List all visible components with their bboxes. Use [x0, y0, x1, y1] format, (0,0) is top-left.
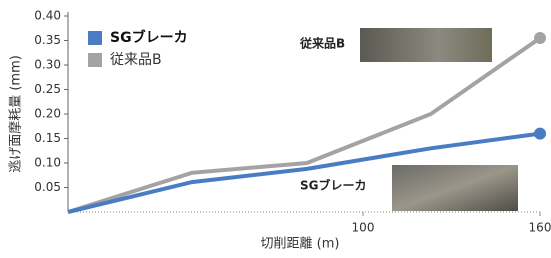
end-marker: [534, 128, 546, 140]
photo-conventional: [360, 28, 492, 62]
legend-label: SGブレーカ: [110, 29, 188, 46]
legend-swatch: [88, 53, 102, 67]
y-tick-label: 0.35: [34, 33, 61, 47]
x-axis-label: 切削距離 (m): [261, 237, 340, 252]
y-tick-label: 0.05: [34, 180, 61, 194]
x-tick-label: 100: [352, 221, 375, 235]
photo-sg: [392, 165, 518, 211]
y-tick-label: 0.15: [34, 131, 61, 145]
y-tick-label: 0.40: [34, 9, 61, 23]
end-marker: [534, 32, 546, 44]
y-tick-label: 0.20: [34, 107, 61, 121]
y-tick-label: 0.10: [34, 156, 61, 170]
annotation: SGブレーカ: [300, 178, 367, 193]
y-axis-label: 逃げ面摩耗量 (mm): [8, 55, 24, 173]
legend-swatch: [88, 31, 102, 45]
x-tick-label: 160: [529, 221, 551, 235]
chart: 従来品B SGブレーカ 逃げ面摩耗量 (mm) 切削距離 (m) 0.05 0.1…: [0, 0, 551, 258]
annotation: 従来品B: [299, 36, 345, 51]
y-tick-label: 0.25: [34, 82, 61, 96]
legend-label: 従来品B: [110, 52, 162, 68]
y-tick-label: 0.30: [34, 58, 61, 72]
